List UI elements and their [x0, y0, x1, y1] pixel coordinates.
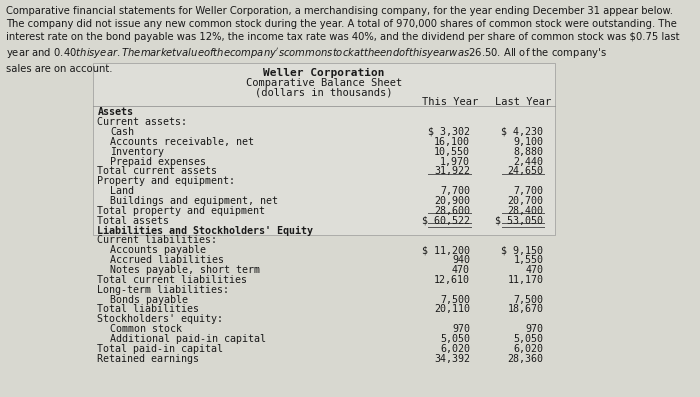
- Text: Long-term liabilities:: Long-term liabilities:: [97, 285, 230, 295]
- Text: Property and equipment:: Property and equipment:: [97, 176, 235, 186]
- Text: Total current assets: Total current assets: [97, 166, 218, 176]
- Text: Total paid-in capital: Total paid-in capital: [97, 344, 223, 354]
- Text: Total liabilities: Total liabilities: [97, 304, 200, 314]
- Text: 11,170: 11,170: [508, 275, 543, 285]
- Text: Comparative financial statements for Weller Corporation, a merchandising company: Comparative financial statements for Wel…: [6, 6, 679, 73]
- Text: $ 3,302: $ 3,302: [428, 127, 470, 137]
- Text: 6,020: 6,020: [440, 344, 470, 354]
- Text: Total assets: Total assets: [97, 216, 169, 225]
- Text: $ 11,200: $ 11,200: [422, 245, 470, 255]
- Text: 470: 470: [452, 265, 470, 275]
- Text: 970: 970: [452, 324, 470, 334]
- Text: Assets: Assets: [97, 107, 134, 117]
- Text: 8,880: 8,880: [513, 146, 543, 157]
- Text: 28,400: 28,400: [508, 206, 543, 216]
- Text: 5,050: 5,050: [513, 334, 543, 344]
- Text: Current assets:: Current assets:: [97, 117, 188, 127]
- Text: Total property and equipment: Total property and equipment: [97, 206, 265, 216]
- Text: $ 53,050: $ 53,050: [496, 216, 543, 225]
- Text: 34,392: 34,392: [434, 354, 470, 364]
- Text: Stockholders' equity:: Stockholders' equity:: [97, 314, 223, 324]
- Text: Accounts payable: Accounts payable: [110, 245, 206, 255]
- Text: 10,550: 10,550: [434, 146, 470, 157]
- Text: 7,700: 7,700: [513, 186, 543, 196]
- Text: Cash: Cash: [110, 127, 134, 137]
- Text: Bonds payable: Bonds payable: [110, 295, 188, 304]
- Text: 28,600: 28,600: [434, 206, 470, 216]
- Text: 1,970: 1,970: [440, 156, 470, 166]
- Text: $ 4,230: $ 4,230: [501, 127, 543, 137]
- Text: $ 9,150: $ 9,150: [501, 245, 543, 255]
- Text: Prepaid expenses: Prepaid expenses: [110, 156, 206, 166]
- Text: This Year: This Year: [421, 97, 478, 108]
- Text: 18,670: 18,670: [508, 304, 543, 314]
- Text: Additional paid-in capital: Additional paid-in capital: [110, 334, 266, 344]
- Text: 5,050: 5,050: [440, 334, 470, 344]
- Text: Total current liabilities: Total current liabilities: [97, 275, 248, 285]
- Text: Liabilities and Stockholders' Equity: Liabilities and Stockholders' Equity: [97, 225, 314, 235]
- Text: 20,900: 20,900: [434, 196, 470, 206]
- Text: 2,440: 2,440: [513, 156, 543, 166]
- Text: 31,922: 31,922: [434, 166, 470, 176]
- Text: (dollars in thousands): (dollars in thousands): [256, 88, 393, 98]
- Text: Buildings and equipment, net: Buildings and equipment, net: [110, 196, 278, 206]
- Text: 7,500: 7,500: [440, 295, 470, 304]
- Text: 970: 970: [525, 324, 543, 334]
- Text: 28,360: 28,360: [508, 354, 543, 364]
- Text: Common stock: Common stock: [110, 324, 182, 334]
- Text: Comparative Balance Sheet: Comparative Balance Sheet: [246, 79, 402, 89]
- Bar: [93, 63, 555, 235]
- Text: 940: 940: [452, 255, 470, 265]
- Text: Last Year: Last Year: [495, 97, 551, 108]
- Text: Current liabilities:: Current liabilities:: [97, 235, 218, 245]
- Text: 1,550: 1,550: [513, 255, 543, 265]
- Text: Accounts receivable, net: Accounts receivable, net: [110, 137, 254, 147]
- Text: 7,500: 7,500: [513, 295, 543, 304]
- Text: 20,110: 20,110: [434, 304, 470, 314]
- Text: 12,610: 12,610: [434, 275, 470, 285]
- Text: Accrued liabilities: Accrued liabilities: [110, 255, 224, 265]
- Text: 24,650: 24,650: [508, 166, 543, 176]
- Text: Inventory: Inventory: [110, 146, 164, 157]
- Text: 16,100: 16,100: [434, 137, 470, 147]
- Text: 7,700: 7,700: [440, 186, 470, 196]
- Text: $ 60,522: $ 60,522: [422, 216, 470, 225]
- Text: Land: Land: [110, 186, 134, 196]
- Text: 470: 470: [525, 265, 543, 275]
- Text: Notes payable, short term: Notes payable, short term: [110, 265, 260, 275]
- Text: 20,700: 20,700: [508, 196, 543, 206]
- Text: 6,020: 6,020: [513, 344, 543, 354]
- Text: Weller Corporation: Weller Corporation: [263, 68, 385, 78]
- Text: 9,100: 9,100: [513, 137, 543, 147]
- Text: Retained earnings: Retained earnings: [97, 354, 200, 364]
